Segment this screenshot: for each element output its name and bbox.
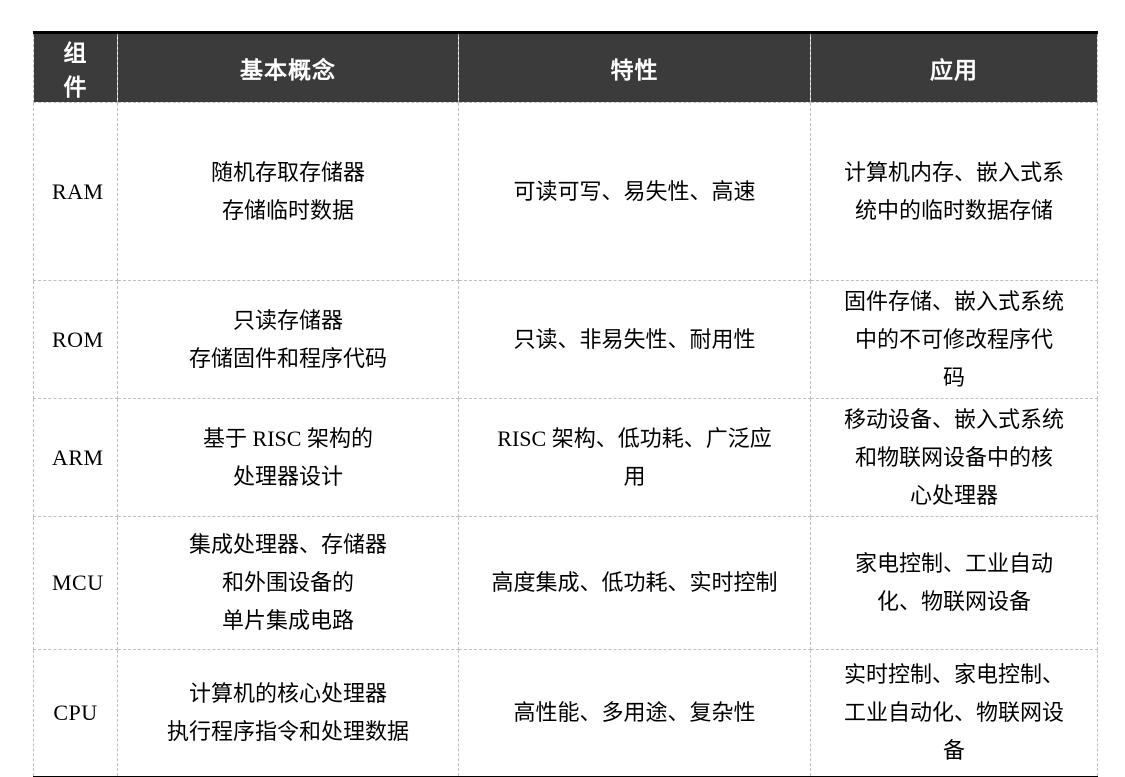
component-applications: 计算机内存、嵌入式系 统中的临时数据存储 <box>810 102 1098 281</box>
table-header-row: 组件 基本概念 特性 应用 <box>33 32 1098 103</box>
component-features: RISC 架构、低功耗、广泛应 用 <box>458 398 811 517</box>
component-applications: 实时控制、家电控制、 工业自动化、物联网设 备 <box>810 649 1098 777</box>
components-table: 组件 基本概念 特性 应用 RAM 随机存取存储器 存储临时数据 可读可写、易失… <box>33 31 1098 777</box>
column-header-concept: 基本概念 <box>117 32 459 103</box>
column-header-features: 特性 <box>458 32 811 103</box>
component-name: RAM <box>33 102 118 281</box>
component-features: 可读可写、易失性、高速 <box>458 102 811 281</box>
component-name: ROM <box>33 280 118 399</box>
component-concept: 计算机的核心处理器 执行程序指令和处理数据 <box>117 649 459 777</box>
component-name: ARM <box>33 398 118 517</box>
component-features: 只读、非易失性、耐用性 <box>458 280 811 399</box>
column-header-component: 组件 <box>33 32 118 103</box>
table-row-ram: RAM 随机存取存储器 存储临时数据 可读可写、易失性、高速 计算机内存、嵌入式… <box>33 102 1098 281</box>
column-header-applications: 应用 <box>810 32 1098 103</box>
table-row-arm: ARM 基于 RISC 架构的 处理器设计 RISC 架构、低功耗、广泛应 用 … <box>33 398 1098 517</box>
component-applications: 移动设备、嵌入式系统 和物联网设备中的核 心处理器 <box>810 398 1098 517</box>
component-concept: 集成处理器、存储器 和外围设备的 单片集成电路 <box>117 516 459 650</box>
component-applications: 固件存储、嵌入式系统 中的不可修改程序代 码 <box>810 280 1098 399</box>
component-name: CPU <box>33 649 118 777</box>
component-name: MCU <box>33 516 118 650</box>
table-row-rom: ROM 只读存储器 存储固件和程序代码 只读、非易失性、耐用性 固件存储、嵌入式… <box>33 280 1098 399</box>
table-row-cpu: CPU 计算机的核心处理器 执行程序指令和处理数据 高性能、多用途、复杂性 实时… <box>33 649 1098 777</box>
component-features: 高度集成、低功耗、实时控制 <box>458 516 811 650</box>
component-concept: 基于 RISC 架构的 处理器设计 <box>117 398 459 517</box>
component-features: 高性能、多用途、复杂性 <box>458 649 811 777</box>
component-concept: 只读存储器 存储固件和程序代码 <box>117 280 459 399</box>
component-applications: 家电控制、工业自动 化、物联网设备 <box>810 516 1098 650</box>
table-row-mcu: MCU 集成处理器、存储器 和外围设备的 单片集成电路 高度集成、低功耗、实时控… <box>33 516 1098 650</box>
component-concept: 随机存取存储器 存储临时数据 <box>117 102 459 281</box>
